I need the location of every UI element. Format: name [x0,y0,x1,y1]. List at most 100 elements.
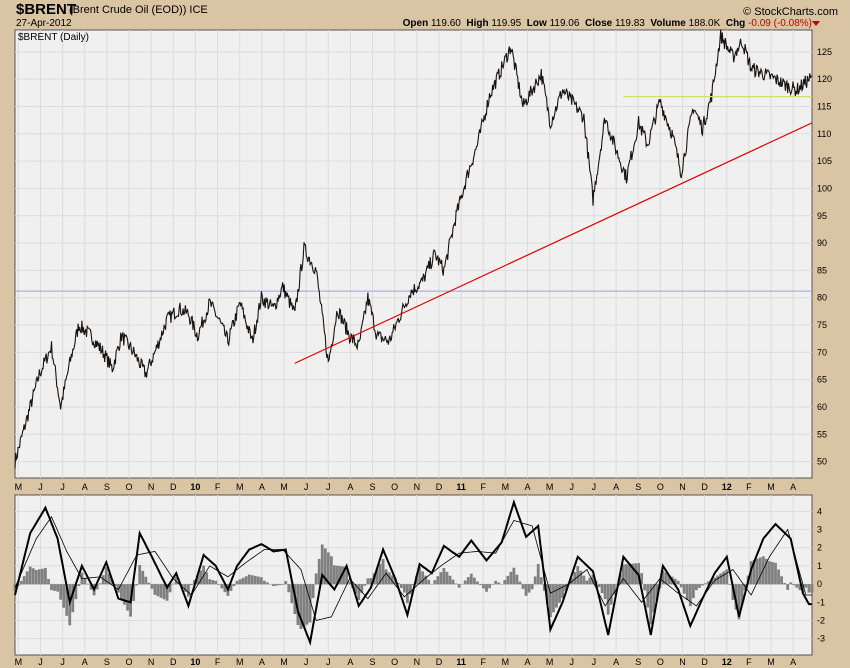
macd-histogram-bar [515,574,519,585]
macd-histogram-bar [488,584,491,589]
macd-histogram-bar [755,558,759,585]
x-tick-label-bottom: O [657,657,664,667]
high-label: High [466,18,489,29]
x-tick-label-top: J [304,482,309,492]
macd-histogram-bar [780,576,783,585]
macd-histogram-bar [606,584,610,615]
x-tick-label-top: M [15,482,23,492]
x-tick-label-bottom: F [215,657,221,667]
x-tick-label-top: F [746,482,752,492]
macd-histogram-bar [399,584,403,588]
macd-histogram-bar [628,563,631,585]
macd-histogram-bar [649,584,653,625]
macd-histogram-bar [798,584,802,591]
macd-histogram-bar [777,569,780,585]
x-tick-label-bottom: O [126,657,133,667]
x-tick-label-bottom: S [370,657,376,667]
macd-histogram-bar [83,578,87,585]
x-tick-label-top: J [326,482,331,492]
macd-histogram-bar [47,578,50,585]
price-y-tick: 60 [817,402,827,412]
macd-histogram-bar [19,581,23,585]
quote-date: 27-Apr-2012 [16,18,72,29]
macd-histogram-bar [171,583,175,585]
quote-bar: Open 119.60 High 119.95 Low 119.06 Close… [403,18,812,29]
macd-histogram-bar [37,569,41,585]
macd-histogram-bar [472,577,476,585]
macd-histogram-bar [28,566,32,585]
x-tick-label-bottom: J [592,657,597,667]
x-tick-label-top: D [701,482,708,492]
macd-histogram-bar [482,584,485,589]
x-tick-label-top: N [148,482,155,492]
macd-histogram-bar [53,584,56,591]
macd-histogram-bar [774,562,777,585]
macd-histogram-bar [807,584,811,593]
x-tick-label-bottom: 10 [190,657,200,667]
x-tick-label-bottom: D [701,657,708,667]
macd-histogram-bar [421,571,425,585]
macd-histogram-bar [409,584,412,595]
x-tick-label-top: D [170,482,177,492]
macd-line [14,499,812,647]
macd-histogram-bar [354,584,358,594]
price-y-tick: 105 [817,156,832,166]
macd-histogram-bar [253,575,257,585]
macd-histogram-bar [220,584,224,589]
price-y-tick: 120 [817,74,832,84]
macd-histogram-bar [445,571,449,585]
macd-histogram-bar [287,584,291,593]
low-label: Low [526,18,547,29]
macd-histogram-bar [396,583,400,585]
macd-histogram-bar [427,579,431,585]
macd-histogram-bar [497,582,501,585]
macd-histogram-bar [564,584,567,592]
macd-histogram-bar [740,584,744,605]
macd-histogram-bar [366,578,370,585]
macd-histogram-bar [618,574,622,585]
macd-y-tick: 0 [817,579,822,589]
macd-histogram-bar [263,580,266,585]
macd-histogram-bar [667,574,671,585]
macd-histogram-bar [22,576,26,585]
x-tick-label-top: S [370,482,376,492]
x-tick-label-bottom: F [480,657,486,667]
macd-histogram-bar [186,584,190,597]
macd-histogram-bar [44,568,47,585]
low-value: 119.06 [549,18,580,29]
brand-credit: © StockCharts.com [743,6,838,18]
macd-histogram-bar [485,584,488,592]
x-tick-label-bottom: A [790,657,796,667]
macd-histogram-bar [402,584,406,593]
macd-histogram-bar [716,575,720,585]
macd-histogram-bar [384,569,388,585]
x-tick-label-top: A [82,482,88,492]
macd-histogram-bar [168,584,172,593]
x-tick-label-top: J [38,482,43,492]
x-tick-label-bottom: J [304,657,309,667]
x-tick-label-top: J [60,482,65,492]
macd-histogram-bar [679,584,683,588]
x-tick-label-bottom: N [679,657,686,667]
macd-histogram-bar [643,584,647,591]
macd-histogram-bar [101,575,105,585]
macd-histogram-bar [552,584,555,613]
macd-histogram-bar [174,576,178,585]
price-y-tick: 80 [817,293,827,303]
macd-histogram-bar [573,572,577,585]
macd-histogram-bar [65,584,69,616]
x-tick-label-top: J [570,482,575,492]
macd-y-tick: 2 [817,543,822,553]
x-tick-label-bottom: A [525,657,531,667]
macd-histogram-bar [369,578,373,585]
macd-histogram-bar [59,584,63,600]
macd-histogram-bar [582,575,586,585]
macd-histogram-bar [701,584,704,586]
macd-histogram-bar [542,584,546,591]
price-y-tick: 125 [817,47,832,57]
macd-histogram-bar [311,584,315,599]
x-tick-label-top: M [236,482,244,492]
macd-histogram-bar [621,564,625,585]
macd-histogram-bar [698,584,701,588]
macd-histogram-bar [342,566,345,585]
